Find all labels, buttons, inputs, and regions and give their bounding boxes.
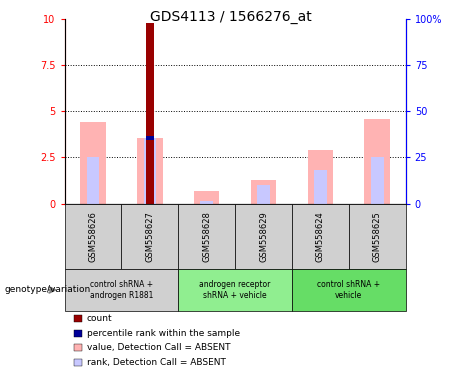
- Text: GSM558626: GSM558626: [89, 211, 97, 262]
- Bar: [292, 204, 349, 269]
- Text: control shRNA +
vehicle: control shRNA + vehicle: [317, 280, 380, 300]
- Bar: [87, 157, 99, 204]
- Text: androgen receptor
shRNA + vehicle: androgen receptor shRNA + vehicle: [200, 280, 271, 300]
- Bar: [146, 136, 154, 140]
- Bar: [65, 204, 121, 269]
- Bar: [178, 269, 292, 311]
- Text: control shRNA +
androgen R1881: control shRNA + androgen R1881: [90, 280, 153, 300]
- Bar: [201, 201, 213, 204]
- Bar: [121, 204, 178, 269]
- Text: genotype/variation: genotype/variation: [5, 285, 91, 295]
- Text: value, Detection Call = ABSENT: value, Detection Call = ABSENT: [87, 343, 230, 353]
- Bar: [235, 204, 292, 269]
- Text: rank, Detection Call = ABSENT: rank, Detection Call = ABSENT: [87, 358, 225, 367]
- Bar: [194, 190, 219, 204]
- Bar: [251, 180, 276, 204]
- Bar: [307, 150, 333, 204]
- Text: GSM558628: GSM558628: [202, 211, 211, 262]
- Bar: [365, 119, 390, 204]
- Bar: [314, 170, 327, 204]
- Bar: [371, 157, 384, 204]
- Bar: [178, 204, 235, 269]
- Text: GSM558624: GSM558624: [316, 211, 325, 262]
- Text: count: count: [87, 314, 112, 323]
- Text: GSM558627: GSM558627: [145, 211, 154, 262]
- Text: GDS4113 / 1566276_at: GDS4113 / 1566276_at: [150, 10, 311, 23]
- Text: percentile rank within the sample: percentile rank within the sample: [87, 329, 240, 338]
- Bar: [137, 138, 163, 204]
- Bar: [292, 269, 406, 311]
- Bar: [80, 122, 106, 204]
- Bar: [257, 185, 270, 204]
- Text: GSM558629: GSM558629: [259, 211, 268, 262]
- Bar: [65, 269, 178, 311]
- Bar: [146, 23, 154, 204]
- Bar: [143, 138, 156, 204]
- Bar: [349, 204, 406, 269]
- Text: GSM558625: GSM558625: [373, 211, 382, 262]
